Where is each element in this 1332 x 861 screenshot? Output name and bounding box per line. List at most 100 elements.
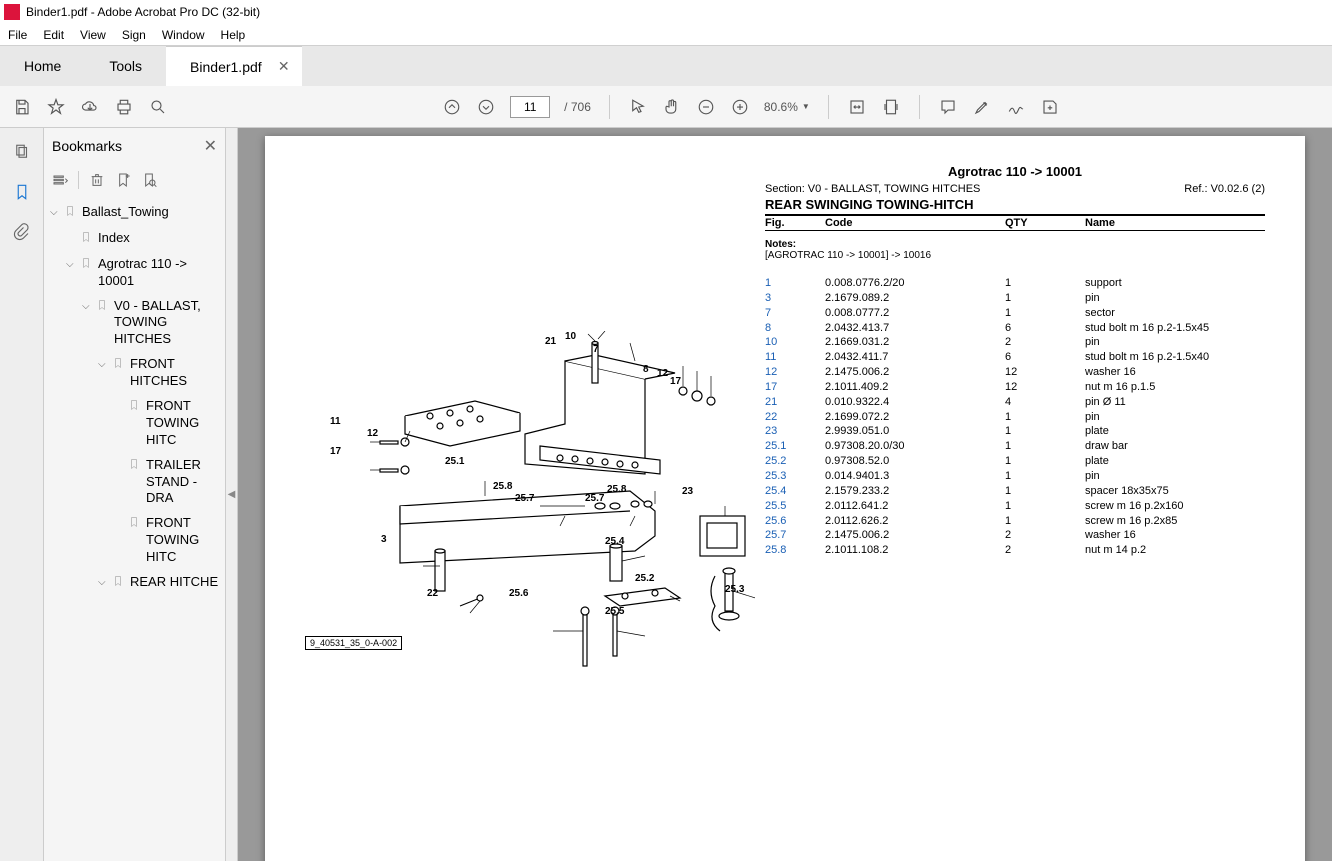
parts-table: 10.008.0776.2/201support32.1679.089.21pi… (765, 276, 1265, 558)
bookmark-item[interactable]: ⌵Ballast_Towing (44, 200, 225, 226)
callout-label: 17 (670, 376, 681, 387)
parts-row: 25.82.1011.108.22nut m 14 p.2 (765, 543, 1265, 558)
bm-find-icon[interactable] (141, 172, 157, 188)
parts-row: 172.1011.409.212nut m 16 p.1.5 (765, 380, 1265, 395)
callout-label: 12 (657, 368, 668, 379)
star-icon[interactable] (46, 97, 66, 117)
parts-row: 70.008.0777.21sector (765, 306, 1265, 321)
callout-label: 23 (682, 486, 693, 497)
search-icon[interactable] (148, 97, 168, 117)
toolbar: / 706 80.6% ▼ (0, 86, 1332, 128)
menu-help[interactable]: Help (221, 28, 246, 42)
main-area: Bookmarks ✕ ⌵Ballast_TowingIndex⌵Agrotra… (0, 128, 1332, 861)
tab-document[interactable]: Binder1.pdf ✕ (166, 46, 302, 86)
bm-new-icon[interactable] (115, 172, 131, 188)
callout-label: 25.2 (635, 573, 654, 584)
acrobat-icon (4, 4, 20, 20)
callout-label: 25.7 (515, 493, 534, 504)
print-icon[interactable] (114, 97, 134, 117)
callout-label: 25.3 (725, 584, 744, 595)
hand-icon[interactable] (662, 97, 682, 117)
col-qty: QTY (1005, 217, 1085, 229)
bookmarks-toolbar (44, 164, 225, 196)
zoom-level[interactable]: 80.6% ▼ (764, 100, 810, 114)
bookmark-item[interactable]: TRAILER STAND - DRA (44, 453, 225, 512)
callout-label: 21 (545, 336, 556, 347)
bookmarks-icon[interactable] (10, 180, 34, 204)
callout-label: 10 (565, 331, 576, 342)
sign-icon[interactable] (1006, 97, 1026, 117)
bookmark-item[interactable]: ⌵FRONT HITCHES (44, 352, 225, 394)
parts-row: 25.42.1579.233.21spacer 18x35x75 (765, 484, 1265, 499)
diagram-id: 9_40531_35_0-A-002 (305, 636, 402, 650)
page-input[interactable] (510, 96, 550, 118)
fit-page-icon[interactable] (881, 97, 901, 117)
title-bar: Binder1.pdf - Adobe Acrobat Pro DC (32-b… (0, 0, 1332, 24)
parts-row: 25.10.97308.20.0/301draw bar (765, 439, 1265, 454)
parts-row: 25.20.97308.52.01plate (765, 454, 1265, 469)
fit-width-icon[interactable] (847, 97, 867, 117)
callout-label: 8 (643, 364, 649, 375)
parts-row: 112.0432.411.76stud bolt m 16 p.2-1.5x40 (765, 350, 1265, 365)
parts-row: 25.62.0112.626.21screw m 16 p.2x85 (765, 514, 1265, 529)
pointer-icon[interactable] (628, 97, 648, 117)
bm-options-icon[interactable] (52, 172, 68, 188)
save-icon[interactable] (12, 97, 32, 117)
bookmark-item[interactable]: ⌵V0 - BALLAST, TOWING HITCHES (44, 294, 225, 353)
callout-label: 25.6 (509, 588, 528, 599)
parts-row: 10.008.0776.2/201support (765, 276, 1265, 291)
bookmark-item[interactable]: Index (44, 226, 225, 252)
tab-home[interactable]: Home (0, 46, 85, 86)
callout-label: 3 (381, 534, 387, 545)
cloud-icon[interactable] (80, 97, 100, 117)
tab-tools[interactable]: Tools (85, 46, 166, 86)
more-icon[interactable] (1040, 97, 1060, 117)
tab-document-label: Binder1.pdf (190, 59, 262, 75)
page-header: Agrotrac 110 -> 10001 Section: V0 - BALL… (765, 164, 1265, 261)
ref-label: Ref.: V0.02.6 (2) (1184, 183, 1265, 195)
parts-row: 122.1475.006.212washer 16 (765, 365, 1265, 380)
highlight-icon[interactable] (972, 97, 992, 117)
callout-label: 25.4 (605, 536, 624, 547)
zoom-in-icon[interactable] (730, 97, 750, 117)
thumbnails-icon[interactable] (10, 140, 34, 164)
bookmarks-title: Bookmarks (52, 138, 122, 154)
col-code: Code (825, 217, 1005, 229)
document-area[interactable]: Agrotrac 110 -> 10001 Section: V0 - BALL… (238, 128, 1332, 861)
bookmark-item[interactable]: ⌵Agrotrac 110 -> 10001 (44, 252, 225, 294)
bookmarks-panel: Bookmarks ✕ ⌵Ballast_TowingIndex⌵Agrotra… (44, 128, 226, 861)
menu-file[interactable]: File (8, 28, 27, 42)
col-name: Name (1085, 217, 1265, 229)
pdf-page: Agrotrac 110 -> 10001 Section: V0 - BALL… (265, 136, 1305, 861)
menu-sign[interactable]: Sign (122, 28, 146, 42)
panel-collapse-handle[interactable]: ◀ (226, 128, 238, 861)
page-up-icon[interactable] (442, 97, 462, 117)
menu-window[interactable]: Window (162, 28, 205, 42)
menu-edit[interactable]: Edit (43, 28, 64, 42)
parts-row: 25.72.1475.006.22washer 16 (765, 528, 1265, 543)
col-fig: Fig. (765, 217, 825, 229)
bookmark-item[interactable]: FRONT TOWING HITC (44, 511, 225, 570)
menu-view[interactable]: View (80, 28, 106, 42)
zoom-out-icon[interactable] (696, 97, 716, 117)
window-title: Binder1.pdf - Adobe Acrobat Pro DC (32-b… (26, 5, 260, 19)
callout-label: 25.8 (493, 481, 512, 492)
bookmarks-close-icon[interactable]: ✕ (204, 136, 217, 156)
bookmarks-tree[interactable]: ⌵Ballast_TowingIndex⌵Agrotrac 110 -> 100… (44, 196, 225, 861)
bm-delete-icon[interactable] (89, 172, 105, 188)
tab-bar: Home Tools Binder1.pdf ✕ (0, 46, 1332, 86)
bookmark-item[interactable]: ⌵REAR HITCHE (44, 570, 225, 596)
tab-close-icon[interactable]: ✕ (278, 58, 290, 75)
parts-row: 222.1699.072.21pin (765, 410, 1265, 425)
comment-icon[interactable] (938, 97, 958, 117)
parts-row: 32.1679.089.21pin (765, 291, 1265, 306)
callout-label: 25.1 (445, 456, 464, 467)
parts-row: 102.1669.031.22pin (765, 335, 1265, 350)
section-label: Section: V0 - BALLAST, TOWING HITCHES (765, 183, 980, 195)
bookmark-item[interactable]: FRONT TOWING HITC (44, 394, 225, 453)
model-title: Agrotrac 110 -> 10001 (765, 164, 1265, 179)
attachments-icon[interactable] (10, 220, 34, 244)
parts-row: 210.010.9322.44pin Ø 11 (765, 395, 1265, 410)
parts-row: 25.30.014.9401.31pin (765, 469, 1265, 484)
page-down-icon[interactable] (476, 97, 496, 117)
